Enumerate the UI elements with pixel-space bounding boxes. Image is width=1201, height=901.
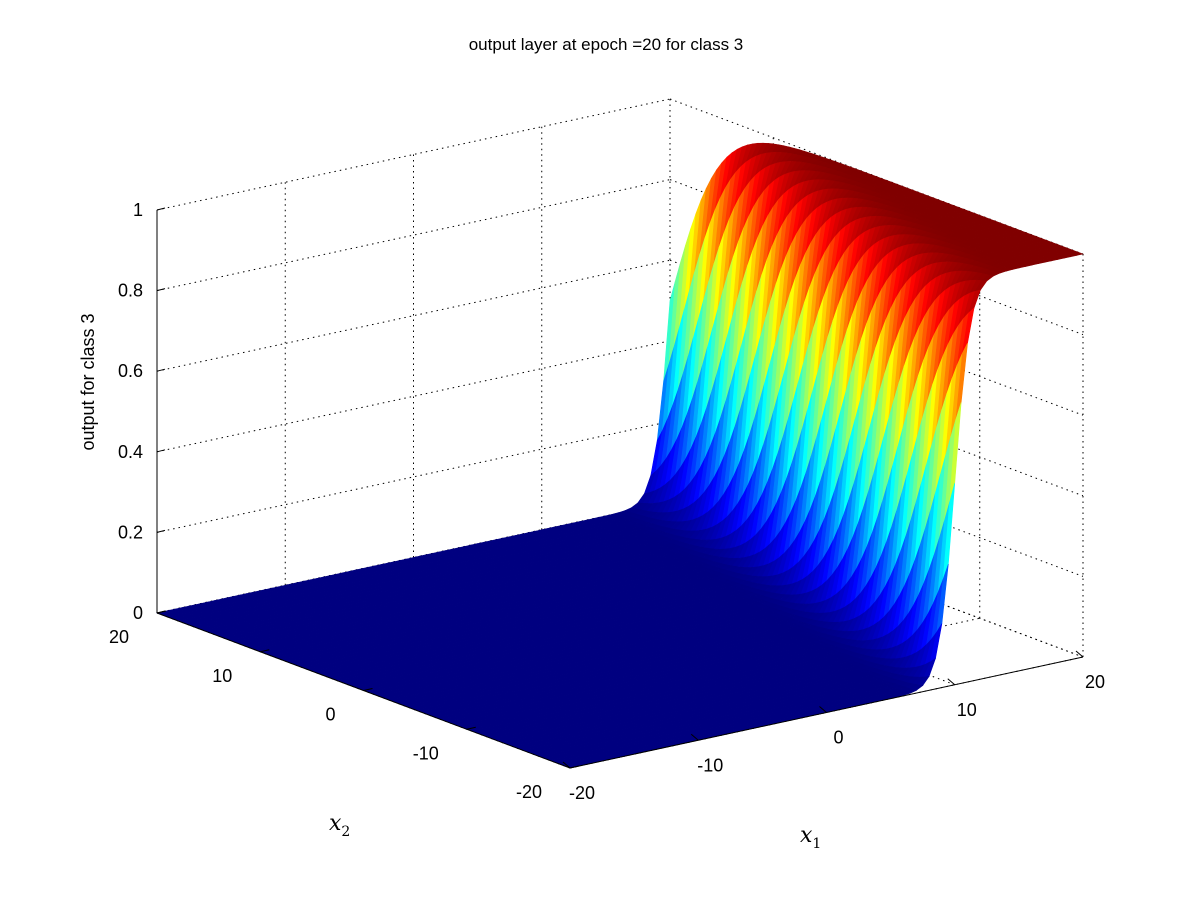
grid-line-z-back-wall-4 [156,179,671,292]
surface-layer [155,142,1085,769]
grid-line-z-back-wall-1 [156,420,671,533]
